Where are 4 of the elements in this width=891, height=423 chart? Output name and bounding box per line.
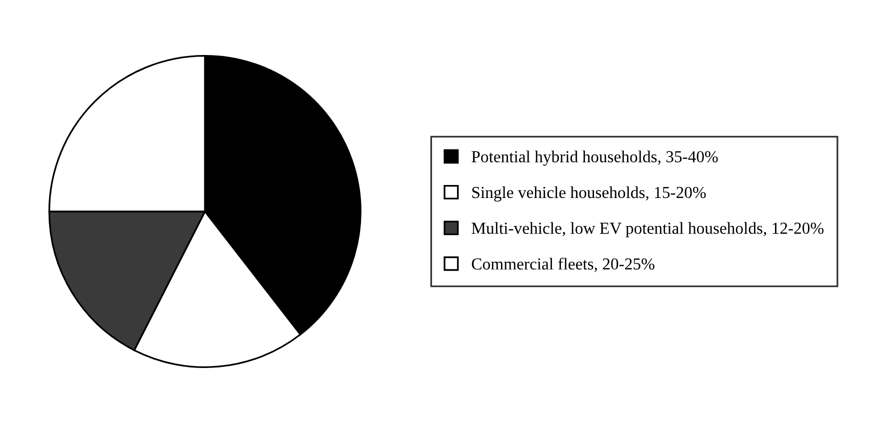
legend-label: Commercial fleets, 20-25% xyxy=(472,258,654,272)
legend-label: Multi-vehicle, low EV potential households, 12-20% xyxy=(472,222,824,238)
legend-label: Single vehicle households, 15-20% xyxy=(472,186,706,202)
legend-label: Potential hybrid households, 35-40% xyxy=(472,150,718,166)
